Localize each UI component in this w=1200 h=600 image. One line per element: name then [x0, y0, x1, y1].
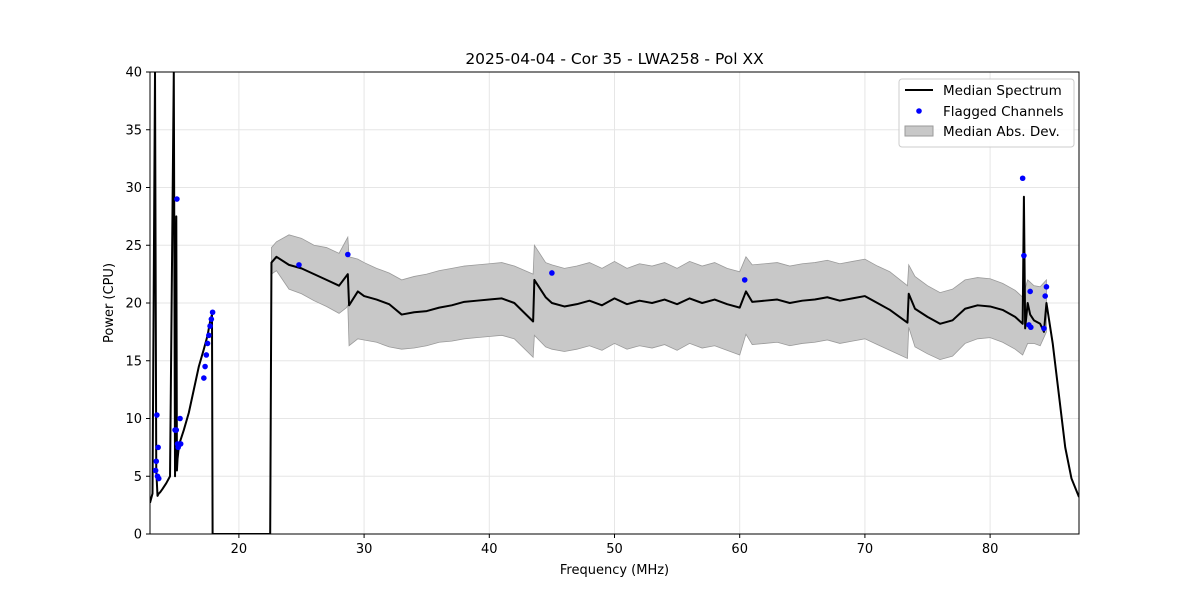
flagged-point-25 — [741, 277, 748, 283]
flagged-point-22 — [296, 262, 302, 268]
legend-box — [898, 78, 1075, 148]
flagged-point-1 — [153, 458, 160, 465]
flagged-point-33 — [1043, 284, 1050, 290]
flagged-point-14 — [201, 375, 207, 381]
x-tick-label-0: 20 — [231, 542, 248, 557]
legend-flagged-label: Flagged Channels — [943, 104, 1064, 120]
legend: Median Spectrum Flagged Channels Median … — [898, 78, 1075, 148]
flagged-point-23 — [345, 251, 351, 258]
flagged-point-0 — [152, 467, 159, 474]
flagged-point-31 — [1041, 325, 1047, 332]
flagged-points-layer — [152, 175, 1050, 482]
x-tick-label-2: 40 — [481, 542, 498, 557]
y-tick-label-6: 30 — [125, 181, 142, 196]
legend-median-label: Median Spectrum — [943, 83, 1062, 99]
flagged-point-12 — [177, 415, 183, 422]
flagged-point-26 — [1019, 175, 1026, 182]
flagged-point-21 — [209, 309, 216, 316]
flagged-point-20 — [208, 316, 215, 322]
flagged-point-15 — [202, 363, 208, 370]
y-axis-ticks: 0 5 10 15 20 25 30 35 40 — [125, 66, 150, 543]
x-tick-label-3: 50 — [606, 542, 623, 557]
flagged-point-17 — [204, 340, 211, 347]
median-line-layer — [150, 72, 1079, 534]
y-tick-label-3: 15 — [125, 354, 142, 369]
y-axis-label: Power (CPU) — [102, 263, 117, 343]
flagged-point-24 — [549, 270, 555, 276]
y-tick-label-4: 20 — [125, 297, 142, 312]
y-tick-label-7: 35 — [125, 123, 142, 138]
y-tick-label-8: 40 — [125, 66, 142, 81]
flagged-point-5 — [155, 475, 162, 482]
chart-title: 2025-04-04 - Cor 35 - LWA258 - Pol XX — [465, 50, 764, 68]
y-tick-label-5: 25 — [125, 239, 142, 254]
x-tick-label-4: 60 — [731, 542, 748, 557]
x-axis-ticks: 20 30 40 50 60 70 80 — [231, 534, 999, 557]
flagged-point-2 — [154, 412, 160, 418]
x-tick-label-6: 80 — [982, 542, 999, 557]
legend-flagged-swatch — [916, 108, 922, 114]
flagged-point-4 — [155, 444, 161, 451]
flagged-point-27 — [1021, 252, 1027, 259]
flagged-point-13 — [177, 441, 184, 447]
legend-mad-swatch — [904, 125, 934, 137]
flagged-point-30 — [1028, 324, 1034, 331]
mad-band-layer — [271, 234, 1047, 361]
flagged-point-8 — [174, 196, 180, 202]
y-tick-label-2: 10 — [125, 412, 142, 427]
legend-mad-label: Median Abs. Dev. — [943, 124, 1060, 140]
flagged-point-32 — [1042, 293, 1048, 299]
x-tick-label-5: 70 — [857, 542, 874, 557]
y-tick-label-0: 0 — [134, 528, 142, 543]
mad-band — [271, 234, 1047, 361]
flagged-point-16 — [203, 352, 210, 358]
flagged-point-7 — [173, 427, 180, 433]
y-tick-label-1: 5 — [134, 470, 142, 485]
x-axis-label: Frequency (MHz) — [560, 563, 669, 578]
flagged-point-29 — [1027, 288, 1033, 295]
flagged-point-18 — [206, 332, 212, 339]
x-tick-label-1: 30 — [356, 542, 373, 557]
flagged-point-19 — [207, 323, 213, 329]
median-spectrum-line-0 — [150, 72, 1079, 534]
